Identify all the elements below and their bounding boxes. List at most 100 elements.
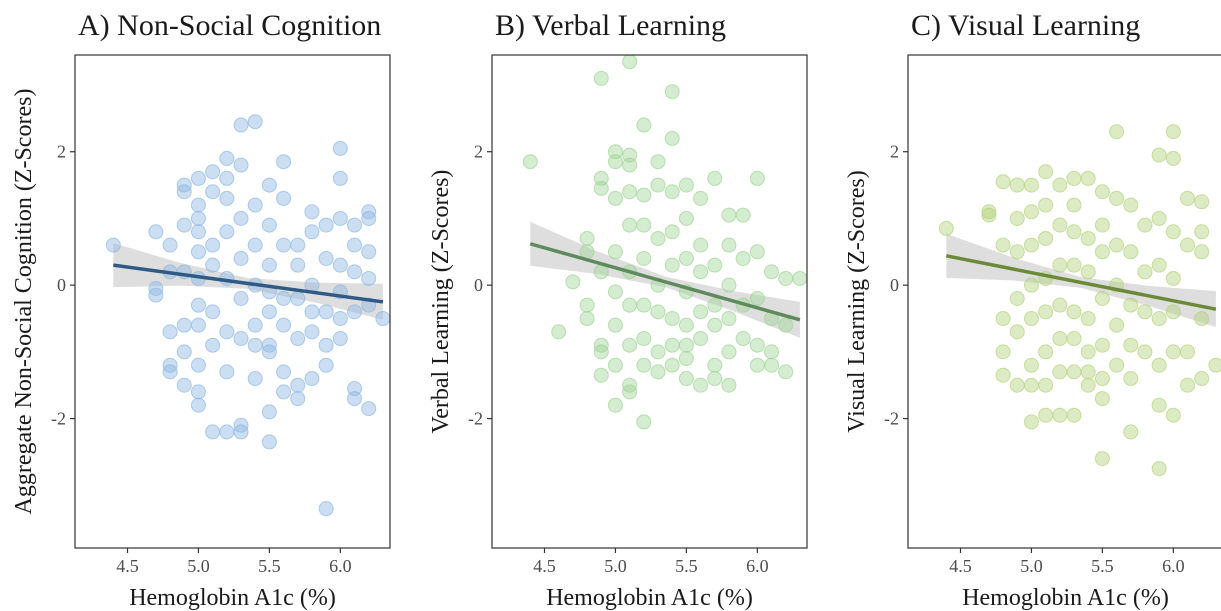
data-point (778, 364, 794, 380)
y-tick-label: -2 (51, 409, 66, 429)
data-point (233, 424, 249, 440)
data-point (219, 324, 235, 340)
data-point (693, 331, 709, 347)
data-point (1066, 257, 1082, 273)
data-point (693, 264, 709, 280)
x-tick-label: 4.5 (533, 556, 556, 576)
data-point (247, 114, 263, 130)
data-point (205, 237, 221, 253)
data-point (1023, 357, 1039, 373)
data-point (650, 230, 666, 246)
data-point (764, 357, 780, 373)
fit-line (529, 242, 801, 322)
data-point (1009, 324, 1025, 340)
data-point (219, 224, 235, 240)
data-point (1151, 311, 1167, 327)
data-point (1080, 230, 1096, 246)
data-point (707, 317, 723, 333)
data-point (1208, 357, 1221, 373)
data-point (735, 250, 751, 266)
data-point (361, 401, 377, 417)
data-point (1052, 407, 1068, 423)
data-point (579, 230, 595, 246)
data-point (1009, 244, 1025, 260)
data-point (764, 264, 780, 280)
data-point (1009, 377, 1025, 393)
data-point (290, 290, 306, 306)
data-point (1066, 331, 1082, 347)
data-point (1123, 371, 1139, 387)
data-point (636, 250, 652, 266)
data-point (1023, 204, 1039, 220)
data-point (290, 377, 306, 393)
data-point (995, 344, 1011, 360)
plot-border (491, 54, 808, 549)
data-point (233, 157, 249, 173)
data-point (347, 217, 363, 233)
data-point (664, 84, 680, 100)
panel: 4.5 5.0 5.5 6.0 -2 0 2 B) Verbal Learning Hemogl… (428, 9, 808, 611)
data-point (1194, 194, 1210, 210)
data-point (233, 210, 249, 226)
data-point (361, 270, 377, 286)
data-point (162, 357, 178, 373)
data-point (707, 257, 723, 273)
data-point (190, 210, 206, 226)
data-point (981, 204, 997, 220)
y-tick-label: 0 (474, 275, 483, 295)
data-point (318, 304, 334, 320)
panel: 4.5 5.0 5.5 6.0 -2 0 2 C) Visual Learning Hemogl… (844, 9, 1221, 611)
data-point (190, 384, 206, 400)
data-point (247, 317, 263, 333)
data-point (735, 331, 751, 347)
data-point (636, 117, 652, 133)
data-point (1094, 217, 1110, 233)
data-point (1023, 277, 1039, 293)
data-point (219, 424, 235, 440)
data-point (678, 177, 694, 193)
data-point (607, 144, 623, 160)
data-point (361, 244, 377, 260)
x-tick-label: 6.0 (746, 556, 769, 576)
data-point (1080, 311, 1096, 327)
data-point (1151, 257, 1167, 273)
y-tick-label: 2 (474, 142, 483, 162)
data-point (276, 364, 292, 380)
confidence-band (113, 243, 383, 320)
data-point (176, 217, 192, 233)
data-point (664, 357, 680, 373)
data-point (332, 170, 348, 186)
data-point (276, 317, 292, 333)
data-point (1066, 304, 1082, 320)
plot-border (74, 54, 391, 549)
data-point (1194, 224, 1210, 240)
data-point (1165, 304, 1181, 320)
data-point (318, 250, 334, 266)
data-point (622, 384, 638, 400)
plot-area (105, 114, 390, 517)
data-point (1052, 331, 1068, 347)
data-point (1094, 290, 1110, 306)
data-point (205, 257, 221, 273)
data-point (318, 337, 334, 353)
y-axis-label: Verbal Learning (Z-Scores) (428, 170, 454, 434)
data-point (1080, 377, 1096, 393)
data-point (276, 190, 292, 206)
data-point (190, 170, 206, 186)
data-point (219, 364, 235, 380)
data-point (693, 304, 709, 320)
data-point (276, 384, 292, 400)
data-point (162, 324, 178, 340)
data-point (1023, 237, 1039, 253)
data-point (233, 250, 249, 266)
data-point (678, 351, 694, 367)
data-point (304, 224, 320, 240)
data-point (1180, 377, 1196, 393)
data-point (304, 371, 320, 387)
data-point (176, 377, 192, 393)
y-tick-label: 0 (57, 275, 66, 295)
data-point (148, 280, 164, 296)
data-point (1009, 177, 1025, 193)
x-tick-label: 6.0 (329, 556, 352, 576)
